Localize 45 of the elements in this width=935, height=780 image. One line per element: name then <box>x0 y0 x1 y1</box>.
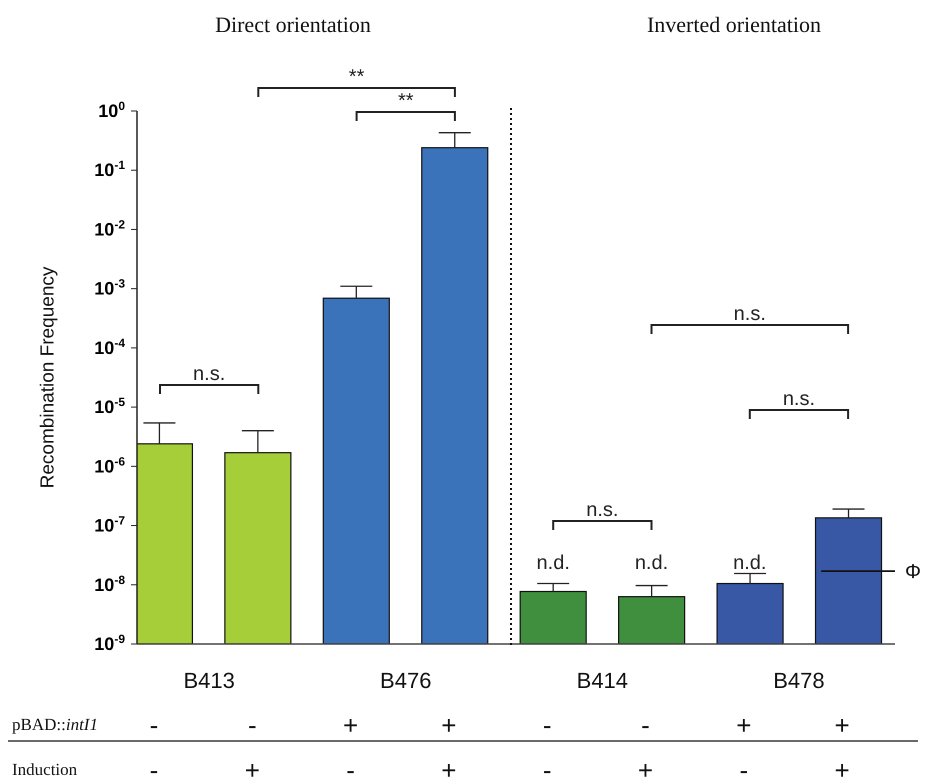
y-tick-label: 10$^{0}$ <box>98 99 126 121</box>
ref-line-label: Φ <box>905 561 921 584</box>
text: B414 <box>576 668 628 693</box>
y-tick-label: 10$^{-3}$ <box>94 276 126 299</box>
text: B478 <box>773 668 825 693</box>
y-tick-label: 10$^{-1}$ <box>94 158 126 180</box>
annotation: n.d. <box>634 552 668 574</box>
text: Induction <box>12 760 78 779</box>
text: - <box>248 710 257 740</box>
annotation: n.s. <box>734 303 766 325</box>
text: B476 <box>380 668 432 693</box>
text: + <box>736 710 752 740</box>
annotation: n.d. <box>536 552 570 574</box>
annotation: n.d. <box>733 552 766 574</box>
text: - <box>150 710 158 740</box>
text: + <box>638 755 654 780</box>
text: + <box>441 755 456 780</box>
y-tick-label: 10$^{-2}$ <box>94 217 126 240</box>
text: - <box>346 755 355 780</box>
y-tick-label: 10$^{-5}$ <box>94 395 126 418</box>
text: + <box>343 710 358 740</box>
annotation: n.s. <box>193 363 226 385</box>
text: + <box>834 755 850 780</box>
annotation: n.s. <box>782 388 816 410</box>
text: - <box>739 755 748 780</box>
text: + <box>244 755 260 780</box>
text: - <box>542 710 552 740</box>
text: ** <box>348 66 365 88</box>
text: - <box>542 755 552 780</box>
text: Inverted orientation <box>646 12 822 37</box>
text: pBAD::intI1 <box>12 715 98 734</box>
y-tick-label: 10$^{-7}$ <box>94 514 126 536</box>
y-axis-title: Recombination Frequency <box>38 266 59 488</box>
text: + <box>834 710 850 740</box>
annotation: n.s. <box>586 499 618 521</box>
text: B413 <box>183 668 235 693</box>
y-tick-label: 10$^{-9}$ <box>94 632 126 654</box>
y-tick-label: 10$^{-6}$ <box>94 454 126 476</box>
text: - <box>150 755 158 780</box>
text: - <box>641 710 650 740</box>
annotation: ** <box>398 90 414 112</box>
y-tick-label: 10$^{-8}$ <box>94 572 126 595</box>
text: Direct orientation <box>215 12 371 37</box>
y-tick-label: 10$^{-4}$ <box>94 336 126 358</box>
text: + <box>441 710 456 740</box>
